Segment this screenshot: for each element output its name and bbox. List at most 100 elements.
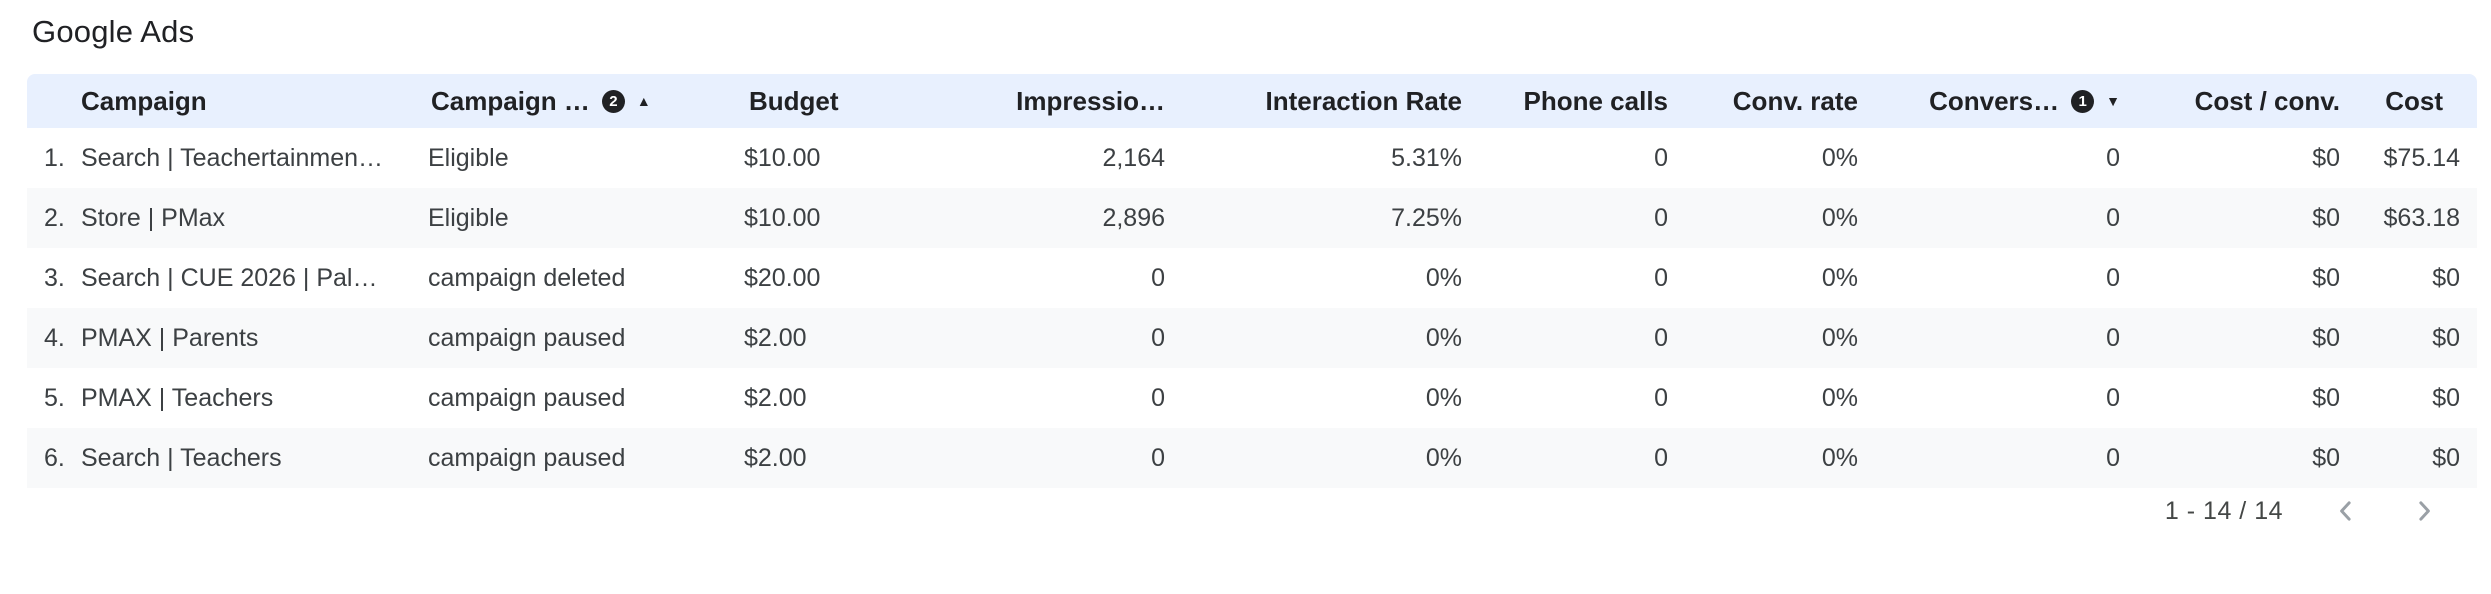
cell-conv-rate: 0% [1821,203,1858,232]
google-ads-report: Google Ads Campaign Campaign … 2 ▲ [27,14,2477,527]
col-header-impressions[interactable]: Impressio… [920,74,1165,128]
cell-conversions: 0 [2106,443,2120,472]
chevron-left-icon [2331,495,2361,527]
page-title: Google Ads [32,14,195,49]
cell-impressions: 2,896 [1102,203,1165,232]
cell-cost-per-conv: $0 [2312,323,2340,352]
prev-page-button[interactable] [2331,495,2361,527]
pagination-range: 1 - 14 / 14 [2164,496,2283,525]
col-label: Cost [2385,85,2443,116]
col-label: Campaign [81,85,207,116]
cell-phone-calls: 0 [1654,443,1668,472]
cell-impressions: 0 [1151,383,1165,412]
campaign-name: Search | CUE 2026 | Pal… [81,263,378,292]
cell-impressions: 2,164 [1102,143,1165,172]
cell-impressions: 0 [1151,443,1165,472]
col-label: Interaction Rate [1265,85,1463,116]
table-row: 2. Store | PMax Eligible $10.00 2,896 7.2… [27,188,2477,248]
cell-campaign-status: campaign paused [428,323,626,352]
cell-cost-per-conv: $0 [2312,443,2340,472]
table-row: 3. Search | CUE 2026 | Pal… campaign dele… [27,248,2477,308]
cell-budget: $20.00 [744,263,821,292]
campaign-name: Search | Teachertainmen… [81,143,384,172]
cell-budget: $2.00 [744,323,807,352]
cell-conversions: 0 [2106,203,2120,232]
col-header-budget[interactable]: Budget [736,74,920,128]
cell-conv-rate: 0% [1821,143,1858,172]
cell-phone-calls: 0 [1654,143,1668,172]
source-badge: 2 [601,89,625,113]
cell-conversions: 0 [2106,143,2120,172]
table-row: 6. Search | Teachers campaign paused $2.0… [27,428,2477,488]
col-header-campaign[interactable]: Campaign [27,74,425,128]
chevron-right-icon [2409,495,2439,527]
table-row: 5. PMAX | Teachers campaign paused $2.00 … [27,368,2477,428]
cell-budget: $2.00 [744,383,807,412]
col-label: Phone calls [1523,85,1669,116]
campaign-name: Store | PMax [81,203,226,232]
cell-interaction-rate: 5.31% [1391,143,1462,172]
cell-impressions: 0 [1151,263,1165,292]
row-number: 6. [44,443,65,472]
cell-cost: $0 [2432,263,2460,292]
col-label: Budget [749,85,839,116]
col-label: Cost / conv. [2194,85,2340,116]
cell-campaign: 3. Search | CUE 2026 | Pal… [27,248,425,308]
table-row: 4. PMAX | Parents campaign paused $2.00 0… [27,308,2477,368]
cell-campaign-status: campaign deleted [428,263,626,292]
col-header-cost-per-conv[interactable]: Cost / conv. [2120,74,2340,128]
col-header-phone-calls[interactable]: Phone calls [1462,74,1668,128]
table-body: 1. Search | Teachertainmen… Eligible $10.… [27,128,2477,488]
cell-conversions: 0 [2106,263,2120,292]
next-page-button[interactable] [2409,495,2439,527]
cell-cost-per-conv: $0 [2312,203,2340,232]
campaign-name: Search | Teachers [81,443,282,472]
cell-budget: $10.00 [744,143,821,172]
col-header-interaction-rate[interactable]: Interaction Rate [1165,74,1462,128]
row-number: 4. [44,323,65,352]
cell-campaign: 2. Store | PMax [27,188,425,248]
cell-campaign-status: campaign paused [428,443,626,472]
cell-budget: $10.00 [744,203,821,232]
col-header-campaign-status[interactable]: Campaign … 2 ▲ [425,74,736,128]
cell-interaction-rate: 7.25% [1391,203,1462,232]
cell-cost: $75.14 [2383,143,2460,172]
col-header-cost[interactable]: Cost [2340,74,2477,128]
cell-phone-calls: 0 [1654,323,1668,352]
sort-ascending-icon: ▲ [636,93,651,109]
cell-conversions: 0 [2106,323,2120,352]
cell-cost: $0 [2432,443,2460,472]
campaigns-table: Campaign Campaign … 2 ▲ Budget Impressio… [27,74,2477,488]
cell-cost: $0 [2432,383,2460,412]
cell-cost-per-conv: $0 [2312,263,2340,292]
campaign-name: PMAX | Parents [81,323,259,352]
cell-cost: $63.18 [2383,203,2460,232]
cell-budget: $2.00 [744,443,807,472]
cell-impressions: 0 [1151,323,1165,352]
cell-conv-rate: 0% [1821,263,1858,292]
pagination: 1 - 14 / 14 [27,495,2477,527]
cell-campaign: 4. PMAX | Parents [27,308,425,368]
col-label: Impressio… [1016,85,1165,116]
col-header-conv-rate[interactable]: Conv. rate [1668,74,1858,128]
cell-conv-rate: 0% [1821,383,1858,412]
cell-phone-calls: 0 [1654,263,1668,292]
cell-campaign: 5. PMAX | Teachers [27,368,425,428]
cell-interaction-rate: 0% [1425,383,1462,412]
row-number: 1. [44,143,65,172]
col-header-conversions[interactable]: Convers… 1 ▼ [1858,74,2120,128]
col-label: Campaign … [431,85,590,116]
metric-dropdown-icon[interactable]: ▼ [2106,93,2120,109]
cell-phone-calls: 0 [1654,383,1668,412]
row-number: 2. [44,203,65,232]
cell-campaign: 6. Search | Teachers [27,428,425,488]
cell-campaign-status: Eligible [428,143,509,172]
table-header-row: Campaign Campaign … 2 ▲ Budget Impressio… [27,74,2477,128]
cell-conv-rate: 0% [1821,443,1858,472]
cell-cost-per-conv: $0 [2312,143,2340,172]
cell-phone-calls: 0 [1654,203,1668,232]
cell-interaction-rate: 0% [1425,443,1462,472]
table-row: 1. Search | Teachertainmen… Eligible $10.… [27,128,2477,188]
row-number: 5. [44,383,65,412]
source-badge: 1 [2071,89,2095,113]
